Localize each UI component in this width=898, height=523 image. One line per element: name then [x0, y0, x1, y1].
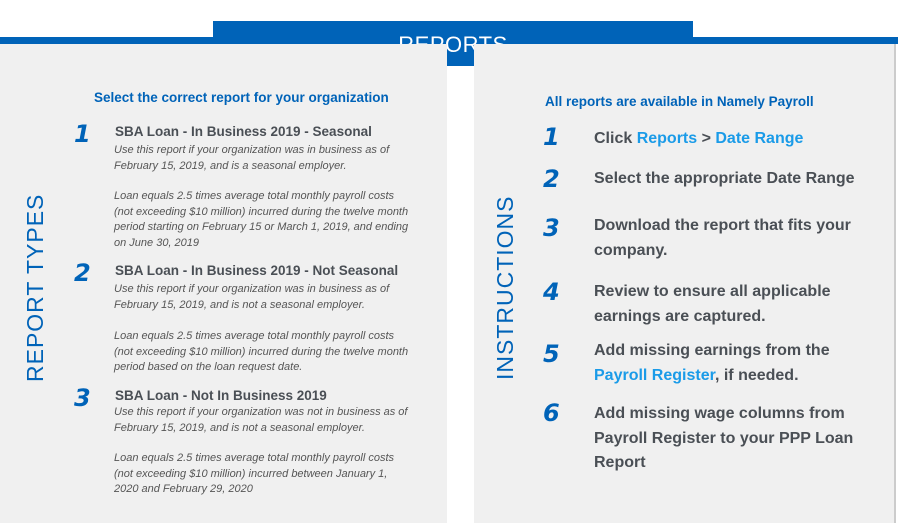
payroll-register-link[interactable]: Payroll Register — [594, 366, 715, 384]
report-desc: Use this report if your organization was… — [114, 406, 408, 434]
step-number: 5 — [543, 340, 560, 368]
report-types-subtitle: Select the correct report for your organ… — [94, 90, 389, 105]
step-number: 1 — [543, 123, 560, 151]
instructions-heading: INSTRUCTIONS — [492, 195, 518, 381]
instructions-panel: INSTRUCTIONS All reports are available i… — [474, 44, 896, 523]
report-loan-desc: Loan equals 2.5 times average total mont… — [114, 452, 395, 495]
report-loan-desc: Loan equals 2.5 times average total mont… — [114, 330, 409, 373]
report-number: 2 — [74, 259, 91, 287]
report-title: SBA Loan - In Business 2019 - Not Season… — [115, 263, 399, 278]
report-desc: Use this report if your organization was… — [114, 283, 390, 311]
report-title: SBA Loan - In Business 2019 - Seasonal — [115, 124, 372, 139]
report-number: 3 — [74, 384, 91, 412]
report-number: 1 — [74, 120, 91, 148]
instructions-subtitle: All reports are available in Namely Payr… — [545, 94, 814, 109]
step-text: Download the report that fits your compa… — [594, 217, 851, 259]
step-text: Review to ensure all applicable earnings… — [594, 283, 831, 325]
step-text: Add missing wage columns from Payroll Re… — [594, 405, 854, 471]
step-number: 2 — [543, 165, 560, 193]
step-number: 6 — [543, 399, 560, 427]
step-text: Select the appropriate Date Range — [594, 170, 855, 187]
report-types-heading: REPORT TYPES — [22, 193, 48, 382]
step-text: Click Reports > Date Range — [594, 130, 804, 147]
step-number: 3 — [543, 214, 560, 242]
reports-link[interactable]: Reports — [636, 130, 698, 147]
report-desc: Use this report if your organization was… — [114, 144, 390, 172]
step-text: Add missing earnings from the Payroll Re… — [594, 342, 830, 384]
step-number: 4 — [543, 278, 560, 306]
report-title: SBA Loan - Not In Business 2019 — [115, 388, 327, 403]
date-range-link[interactable]: Date Range — [715, 130, 804, 147]
report-loan-desc: Loan equals 2.5 times average total mont… — [114, 190, 409, 249]
report-types-panel: REPORT TYPES Select the correct report f… — [0, 44, 447, 523]
